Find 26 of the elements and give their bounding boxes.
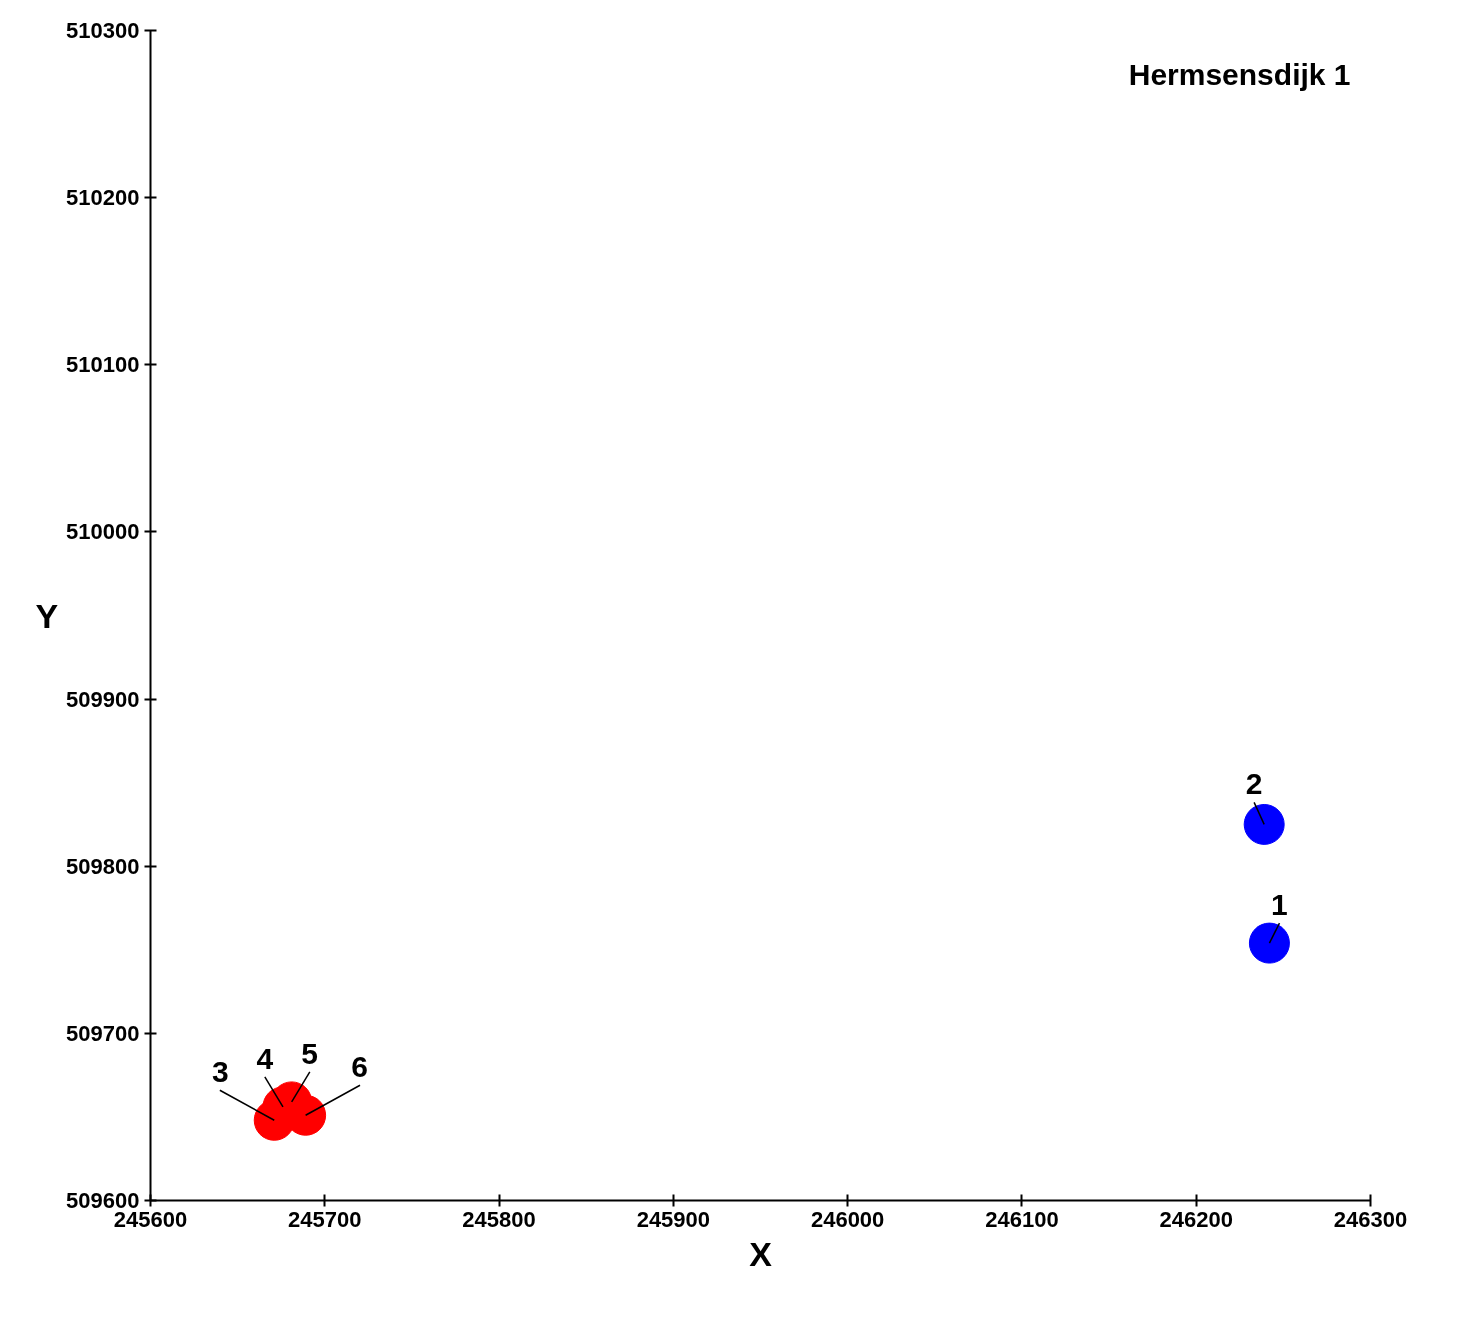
x-tick-label: 245700 [288,1206,362,1232]
y-tick-label: 510000 [66,519,140,545]
y-tick-label: 509800 [66,853,140,879]
x-axis-title: X [749,1234,773,1273]
y-tick-label: 509600 [66,1188,140,1213]
annotation: 2 [1245,767,1263,801]
annotation: 3 [211,1055,229,1089]
y-tick-label: 509700 [66,1020,140,1046]
annotation: 4 [256,1041,274,1075]
x-tick-label: 245900 [636,1206,711,1232]
y-tick-label: 510300 [66,18,140,43]
y-tick-label: 510200 [66,185,140,211]
x-tick-label: 246200 [1159,1206,1233,1232]
x-tick-label: 246100 [985,1206,1059,1232]
x-tick-label: 246000 [810,1206,885,1232]
point [1243,803,1285,845]
annotation: 1 [1271,888,1288,922]
y-tick-label: 509900 [66,686,140,712]
x-tick-label: 245800 [462,1206,536,1232]
y-tick-label: 510100 [66,352,140,378]
annotation: 6 [351,1050,368,1084]
annotation: 5 [301,1036,319,1070]
point [1248,922,1290,964]
text: Hermsensdijk 1 [1128,57,1351,91]
y-axis-title: Y [35,596,59,635]
x-tick-label: 246300 [1333,1206,1408,1232]
